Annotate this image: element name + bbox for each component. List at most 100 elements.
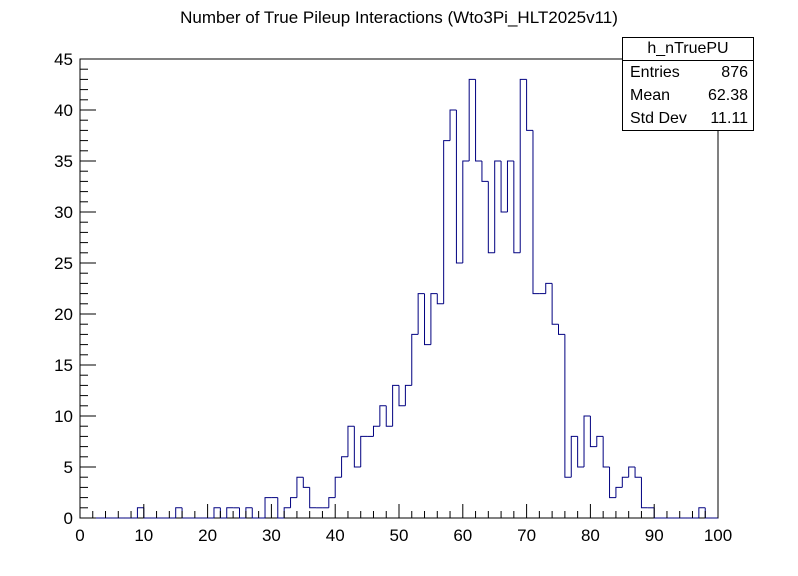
histogram-bin: [328, 497, 336, 508]
histogram-bin: [372, 425, 380, 437]
histogram-bin: [519, 78, 527, 253]
histogram-bin: [487, 181, 495, 254]
histogram-bin: [436, 293, 444, 305]
histogram-bin: [424, 293, 431, 346]
histogram-bin: [264, 497, 272, 518]
histogram-bin: [417, 293, 425, 335]
histogram-bin: [392, 384, 399, 427]
histogram-bin: [589, 416, 597, 448]
histogram-bin: [640, 477, 648, 509]
stats-row-entries: Entries 876: [623, 61, 753, 84]
histogram-bin: [398, 385, 406, 407]
histogram-bin: [577, 436, 585, 468]
y-tick-label: 5: [64, 458, 73, 477]
histogram-bin: [545, 282, 553, 294]
histogram-bin: [143, 507, 151, 519]
histogram-bin: [353, 426, 361, 468]
histogram-bin: [245, 507, 253, 518]
stats-value: 62.38: [707, 87, 748, 104]
x-tick-label: 80: [581, 526, 600, 545]
x-tick-label: 100: [704, 526, 732, 545]
histogram-bin: [341, 456, 348, 478]
stats-label: Std Dev: [630, 110, 687, 127]
histogram-bin: [506, 160, 514, 212]
histogram-bin: [615, 486, 623, 498]
histogram-bin: [468, 78, 476, 161]
histogram-bin: [213, 507, 221, 518]
histogram-series: [80, 78, 718, 519]
histogram-bin: [526, 79, 533, 131]
histogram-bin: [136, 507, 144, 518]
histogram-bin: [455, 110, 463, 264]
histogram-bin: [475, 79, 482, 162]
y-tick-label: 40: [54, 101, 73, 120]
histogram-bin: [570, 435, 578, 478]
histogram-bin: [430, 293, 438, 345]
histogram-bin: [449, 109, 457, 141]
histogram-bin: [634, 467, 642, 478]
stats-label: Entries: [630, 64, 680, 81]
x-tick-label: 50: [390, 526, 409, 545]
x-tick-label: 0: [75, 526, 84, 545]
stats-row-mean: Mean 62.38: [623, 84, 753, 107]
y-tick-label: 10: [54, 407, 73, 426]
histogram-bin: [704, 507, 712, 519]
histogram-bin: [602, 436, 610, 468]
histogram-bin: [175, 507, 183, 518]
histogram-bin: [302, 477, 310, 488]
y-tick-label: 25: [54, 254, 73, 273]
histogram-bin: [334, 476, 342, 498]
stats-value: 11.11: [710, 110, 748, 127]
histogram-bin: [385, 405, 393, 427]
x-tick-label: 30: [262, 526, 281, 545]
histogram-bin: [277, 497, 285, 519]
y-tick-label: 15: [54, 356, 73, 375]
histogram-bin: [481, 161, 489, 182]
x-tick-label: 40: [326, 526, 345, 545]
histogram-bin: [628, 466, 636, 478]
histogram-bin: [181, 507, 189, 519]
stats-histogram-name: h_nTruePU: [623, 38, 753, 61]
histogram-bin: [558, 324, 565, 335]
histogram-bin: [226, 507, 234, 518]
histogram-bin: [564, 334, 572, 478]
y-tick-label: 20: [54, 305, 73, 324]
x-tick-label: 90: [645, 526, 664, 545]
stats-row-stddev: Std Dev 11.11: [623, 107, 753, 130]
histogram-bin: [283, 507, 291, 518]
stats-box: h_nTruePU Entries 876 Mean 62.38 Std Dev…: [622, 37, 754, 131]
histogram-bin: [494, 160, 502, 253]
histogram-bin: [513, 161, 521, 254]
chart-title: Number of True Pileup Interactions (Wto3…: [180, 8, 618, 27]
x-tick-label: 10: [134, 526, 153, 545]
stats-label: Mean: [630, 87, 671, 104]
histogram-bin: [239, 507, 246, 519]
histogram-bin: [290, 497, 297, 508]
histogram-bin: [609, 467, 616, 499]
histogram-bin: [251, 507, 259, 519]
histogram-bin: [360, 435, 368, 467]
y-axis: 0 5 10 15 20 25 30 35 40 45: [54, 50, 96, 528]
y-tick-label: 30: [54, 203, 73, 222]
x-tick-label: 20: [198, 526, 217, 545]
histogram-bin: [462, 160, 470, 263]
x-tick-label: 60: [453, 526, 472, 545]
histogram-bin: [551, 283, 559, 325]
y-tick-label: 35: [54, 152, 73, 171]
histogram-bin: [347, 425, 355, 457]
histogram-bin: [532, 130, 540, 295]
histogram-bin: [379, 405, 387, 427]
histogram-bin: [583, 415, 591, 467]
histogram-bin: [621, 476, 629, 488]
histogram-bin: [698, 507, 706, 518]
histogram-bin: [309, 487, 317, 509]
histogram-bin: [404, 384, 412, 406]
y-tick-label: 0: [64, 509, 73, 528]
stats-value: 876: [721, 64, 748, 81]
histogram-bin: [296, 476, 304, 498]
histogram-bin: [500, 161, 508, 213]
histogram-bin: [653, 507, 661, 519]
histogram-bin: [411, 333, 419, 386]
histogram-bin: [596, 435, 604, 447]
